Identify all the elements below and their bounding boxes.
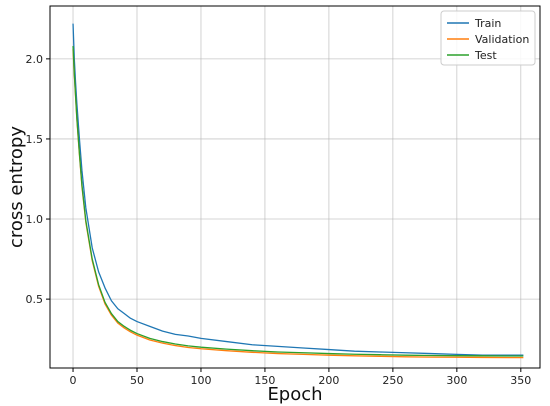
legend-label-validation: Validation <box>475 33 529 46</box>
y-tick-label: 1.5 <box>26 133 44 146</box>
series-lines <box>72 23 524 359</box>
x-tick-label: 0 <box>70 374 77 387</box>
x-tick-label: 200 <box>318 374 339 387</box>
y-tick-label: 2.0 <box>26 53 44 66</box>
y-axis-ticks: 0.5 1.0 1.5 2.0 <box>26 53 50 306</box>
x-tick-label: 100 <box>190 374 211 387</box>
series-line-validation <box>72 49 524 359</box>
x-axis-label: Epoch <box>267 384 322 405</box>
plot-frame <box>49 5 541 369</box>
x-axis-ticks: 0 50 100 150 200 250 300 350 <box>70 368 531 387</box>
y-tick-label: 1.0 <box>26 213 44 226</box>
series-line-train <box>72 23 524 356</box>
legend-label-train: Train <box>474 17 501 30</box>
x-tick-label: 250 <box>382 374 403 387</box>
series-line-test <box>72 46 524 357</box>
y-tick-label: 0.5 <box>26 293 44 306</box>
legend-box <box>440 10 536 66</box>
x-tick-label: 150 <box>254 374 275 387</box>
x-tick-label: 300 <box>446 374 467 387</box>
legend: Train Validation Test <box>440 10 536 66</box>
y-axis-label: cross entropy <box>6 126 27 248</box>
legend-label-test: Test <box>474 49 497 62</box>
grid <box>50 6 540 368</box>
x-tick-label: 350 <box>510 374 531 387</box>
x-tick-label: 50 <box>130 374 144 387</box>
